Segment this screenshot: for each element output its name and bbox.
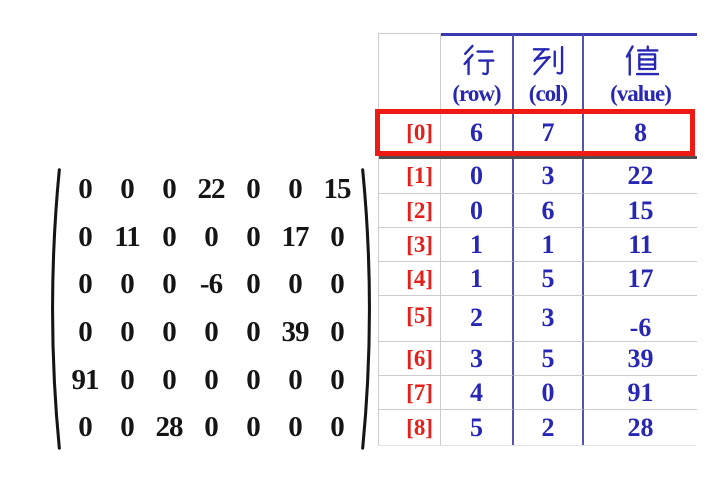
- sparse-matrix: 0 0 0 22 0 0 15 0 11 0 0 0 17 0 0 0 0 -6 0 0 0 0 0 0 0 0 39 0 91 0 0 0 0…: [44, 166, 378, 452]
- matrix-cell: 0: [78, 268, 92, 301]
- triple-table-grid: (row) (col) (value) [0] 6 7 8 [1] 0 3 22: [378, 33, 697, 446]
- matrix-cell: 0: [78, 173, 92, 206]
- matrix-cell: 0: [330, 316, 344, 349]
- row-index-label: [8]: [379, 409, 441, 445]
- header-value-english: (value): [610, 81, 672, 106]
- header-row-english: (row): [452, 81, 501, 106]
- row-value: 1: [441, 261, 514, 295]
- triple-table: (row) (col) (value) [0] 6 7 8 [1] 0 3 22: [375, 33, 697, 446]
- header-col-english: (col): [528, 81, 568, 106]
- row-index-label: [6]: [379, 341, 441, 375]
- row-value: 6: [441, 111, 514, 155]
- matrix-cell: 0: [330, 411, 344, 444]
- dark-separator-line: [379, 156, 697, 159]
- matrix-cell: 0: [330, 363, 344, 396]
- matrix-cell: 15: [323, 173, 352, 206]
- matrix-cell: 0: [246, 268, 260, 301]
- matrix-cell: 0: [162, 173, 176, 206]
- matrix-cell: 91: [71, 363, 100, 396]
- value-value: 28: [584, 409, 697, 445]
- matrix-cell: 0: [78, 411, 92, 444]
- matrix-cell: 0: [162, 363, 176, 396]
- row-index-label: [0]: [379, 111, 441, 155]
- matrix-cell: 0: [288, 411, 302, 444]
- col-value: 2: [514, 409, 584, 445]
- col-value: 3: [514, 159, 584, 193]
- matrix-grid: 0 0 0 22 0 0 15 0 11 0 0 0 17 0 0 0 0 -6 0 0 0 0 0 0 0 0 39 0 91 0 0 0 0…: [64, 166, 358, 452]
- col-value: 5: [514, 261, 584, 295]
- value-value: -6: [584, 295, 697, 342]
- value-value: 15: [584, 193, 697, 227]
- matrix-left-paren-icon: [51, 168, 61, 450]
- table-corner-cell: [379, 33, 441, 111]
- col-value: 0: [514, 375, 584, 409]
- matrix-right-paren-icon: [361, 168, 371, 450]
- row-value: 0: [441, 193, 514, 227]
- col-value: 7: [514, 111, 584, 155]
- row-value: 4: [441, 375, 514, 409]
- row-index-label: [2]: [379, 193, 441, 227]
- matrix-cell: 0: [204, 363, 218, 396]
- matrix-cell: 0: [288, 173, 302, 206]
- row-index-label: [7]: [379, 375, 441, 409]
- col-value: 6: [514, 193, 584, 227]
- row-value: 0: [441, 159, 514, 193]
- matrix-cell: 0: [120, 363, 134, 396]
- matrix-cell: 0: [288, 268, 302, 301]
- value-value: 39: [584, 341, 697, 375]
- table-header-col: (col): [514, 33, 584, 111]
- row-value: 1: [441, 227, 514, 261]
- matrix-cell: 0: [246, 220, 260, 253]
- row-index-label: [4]: [379, 261, 441, 295]
- matrix-cell: 28: [155, 411, 184, 444]
- matrix-cell: 0: [120, 411, 134, 444]
- matrix-cell: 0: [246, 363, 260, 396]
- matrix-cell: 0: [330, 220, 344, 253]
- matrix-cell: -6: [199, 268, 223, 301]
- matrix-cell: 0: [246, 411, 260, 444]
- hanzi-col-icon: [532, 45, 564, 76]
- value-value: 91: [584, 375, 697, 409]
- matrix-cell: 0: [120, 268, 134, 301]
- col-value: 5: [514, 341, 584, 375]
- matrix-cell: 0: [162, 316, 176, 349]
- row-value: 2: [441, 295, 514, 341]
- hanzi-row-icon: [462, 44, 494, 76]
- matrix-cell: 0: [204, 220, 218, 253]
- matrix-cell: 0: [162, 268, 176, 301]
- matrix-cell: 0: [246, 316, 260, 349]
- table-header-value: (value): [584, 33, 697, 111]
- value-value: 17: [584, 261, 697, 295]
- matrix-cell: 0: [120, 316, 134, 349]
- matrix-cell: 0: [246, 173, 260, 206]
- row-index-label: [1]: [379, 159, 441, 193]
- matrix-cell: 0: [204, 411, 218, 444]
- matrix-cell: 0: [204, 316, 218, 349]
- col-value: 3: [514, 295, 584, 341]
- matrix-cell: 0: [78, 316, 92, 349]
- matrix-cell: 11: [114, 220, 140, 253]
- matrix-cell: 0: [162, 220, 176, 253]
- matrix-cell: 22: [197, 173, 226, 206]
- matrix-cell: 39: [281, 316, 310, 349]
- value-value: 8: [634, 118, 647, 147]
- matrix-cell: 0: [288, 363, 302, 396]
- matrix-cell: 0: [120, 173, 134, 206]
- value-value: 11: [584, 227, 697, 261]
- col-value: 1: [514, 227, 584, 261]
- matrix-cell: 0: [78, 220, 92, 253]
- table-header-row: (row): [441, 33, 514, 111]
- row-value: 3: [441, 341, 514, 375]
- matrix-cell: 0: [330, 268, 344, 301]
- hanzi-value-icon: [625, 45, 659, 76]
- row-index-label: [3]: [379, 227, 441, 261]
- row-index-label: [5]: [379, 295, 441, 341]
- row-value: 5: [441, 409, 514, 445]
- value-value: 22: [627, 161, 654, 190]
- matrix-cell: 17: [281, 220, 310, 253]
